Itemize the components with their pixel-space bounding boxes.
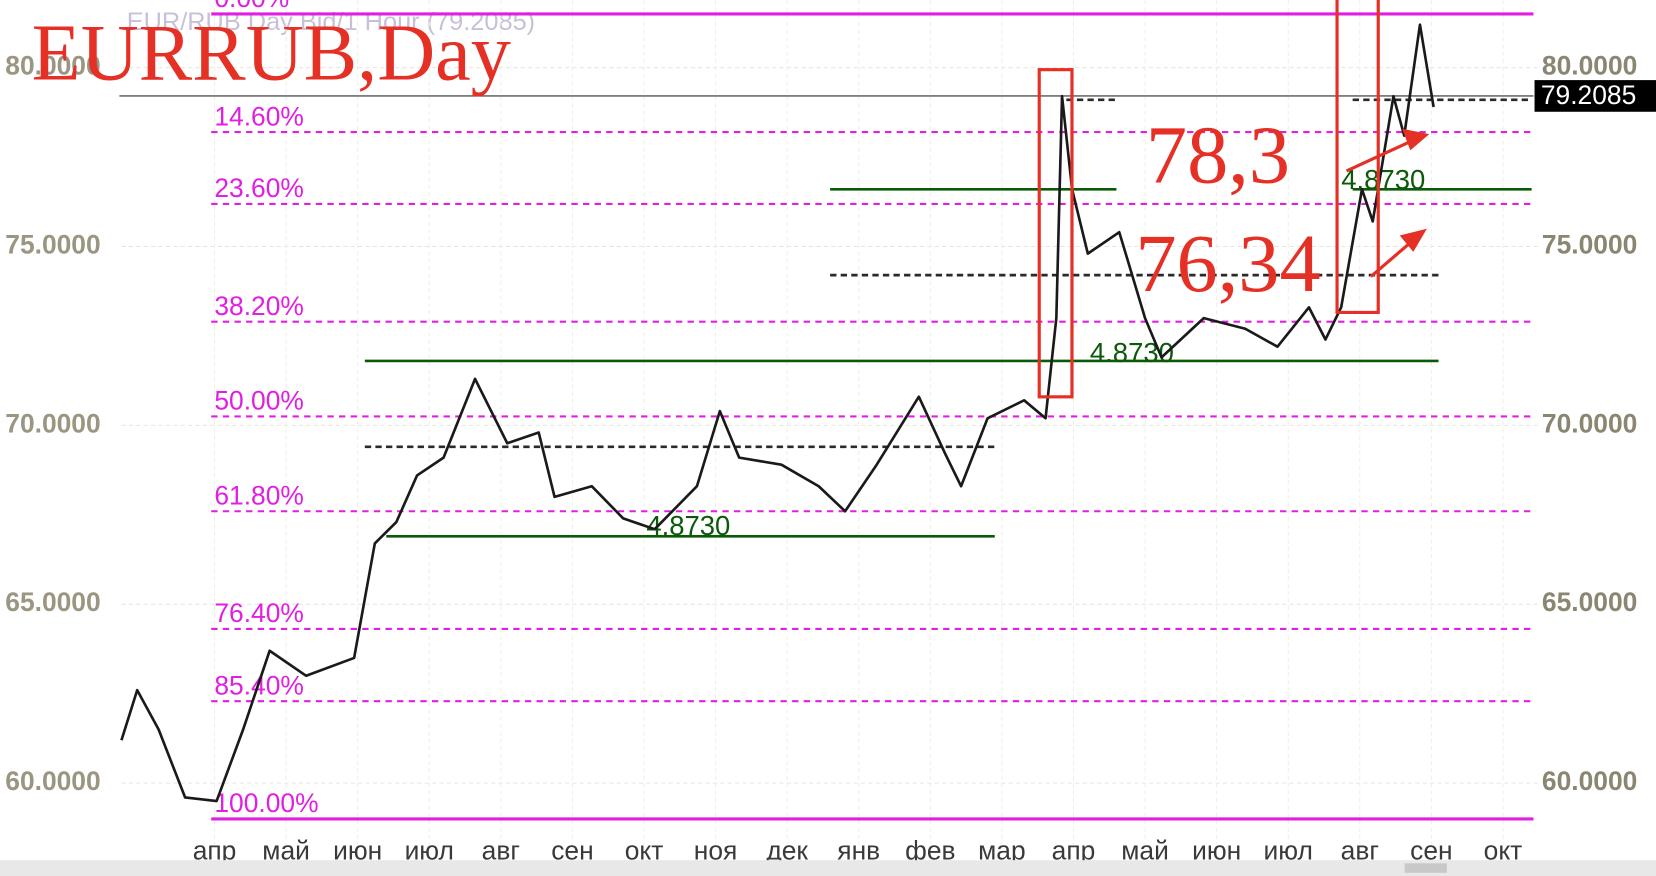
- y-tick-label: 75.0000: [5, 229, 100, 259]
- channel-label: 4.8730: [1341, 164, 1425, 195]
- scrollbar[interactable]: [0, 860, 1656, 876]
- price-line: [120, 23, 1435, 803]
- annotation: 76,34: [1135, 218, 1320, 309]
- price-tag: 79.2085: [1541, 80, 1636, 110]
- fib-label: 76.40%: [214, 598, 303, 628]
- channels: 4.8730 4.8730 4.8730: [364, 98, 1532, 541]
- fib-label: 38.20%: [214, 291, 303, 321]
- y-tick-label: 65.0000: [1542, 587, 1637, 617]
- price-tag-bg: [1534, 80, 1656, 112]
- y-tick-label: 70.0000: [5, 408, 100, 438]
- scroll-thumb[interactable]: [1404, 863, 1447, 873]
- chart-title: EURRUB,Day: [32, 10, 511, 98]
- plot: [119, 23, 1534, 803]
- y-tick-label: 60.0000: [1542, 766, 1637, 796]
- y-tick-label: 80.0000: [1542, 51, 1637, 81]
- fib-label: 50.00%: [214, 386, 303, 416]
- annotations-boxes: [1037, 0, 1430, 399]
- y-tick-label: 60.0000: [5, 766, 100, 796]
- fib-label: 14.60%: [214, 101, 303, 131]
- arrow-head: [1402, 128, 1430, 151]
- y-tick-label: 65.0000: [5, 587, 100, 617]
- y-tick-label: 70.0000: [1542, 408, 1637, 438]
- annotation: 78,3: [1146, 110, 1290, 201]
- fib-label: 100.00%: [214, 788, 318, 818]
- fib-label: 0.00%: [214, 0, 289, 13]
- highlight-box: [1037, 68, 1074, 399]
- arrow-head: [1399, 228, 1427, 252]
- arrow: [1345, 137, 1416, 173]
- fib-label: 23.60%: [214, 173, 303, 203]
- channel-label: 4.8730: [1090, 337, 1174, 368]
- channel-label: 4.8730: [646, 510, 730, 541]
- fib-levels: 0.00% 14.60% 23.60% 38.20% 50.00% 61.80% 76.40…: [211, 0, 1534, 821]
- y-tick-label: 80.0000: [5, 51, 100, 81]
- fib-label: 61.80%: [214, 481, 303, 511]
- y-tick-label: 75.0000: [1542, 229, 1637, 259]
